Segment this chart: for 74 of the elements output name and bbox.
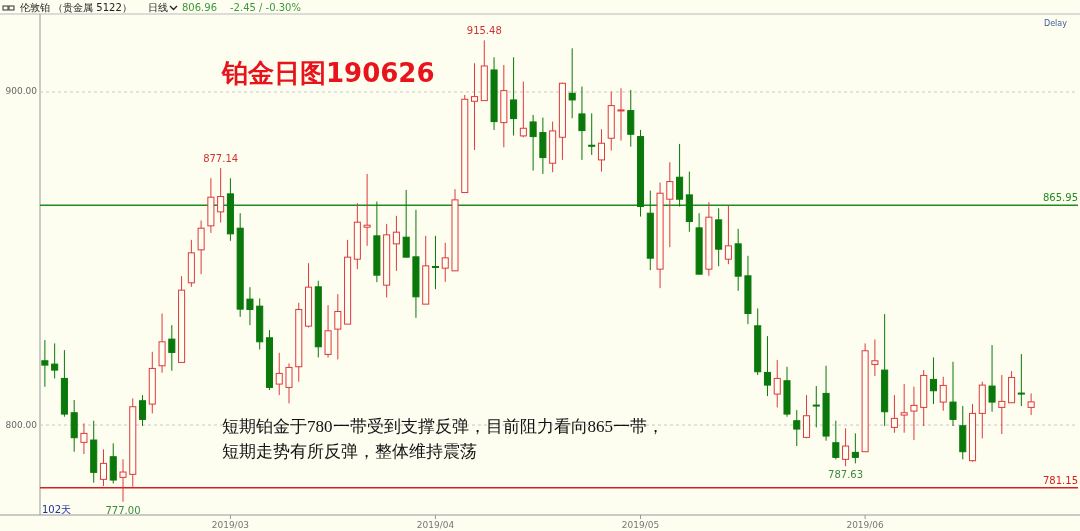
y-tick-label: 900.00	[5, 86, 38, 97]
candlestick	[832, 420, 840, 460]
candlestick	[285, 362, 293, 404]
candlestick	[597, 128, 605, 173]
candlestick	[900, 383, 908, 434]
x-tick-label: 2019/04	[416, 519, 455, 530]
annotation: 777.00	[105, 504, 141, 516]
candlestick	[441, 242, 449, 283]
candlestick	[519, 81, 527, 138]
candlestick	[324, 304, 332, 358]
candlestick	[99, 448, 107, 487]
candlestick	[812, 385, 820, 428]
candlestick	[402, 189, 410, 258]
text: Delay	[1044, 18, 1068, 28]
annotation: 短期铂金于780一带受到支撑反弹，目前阻力看向865一带，	[222, 416, 664, 436]
annotation: 短期走势有所反弹，整体维持震荡	[222, 441, 477, 461]
candlestick	[724, 205, 732, 265]
candlestick	[80, 422, 88, 455]
y-tick-label: 800.00	[5, 419, 38, 430]
annotation: 102天	[42, 504, 72, 515]
candlestick	[158, 312, 166, 374]
candlestick	[363, 173, 371, 247]
text: 日线	[148, 2, 168, 13]
candlestick	[392, 215, 400, 272]
candlestick	[929, 356, 937, 405]
ref-line-label: 865.95	[1043, 192, 1078, 204]
candlestick	[842, 427, 850, 467]
candlestick	[41, 339, 49, 388]
candlestick	[168, 324, 176, 372]
candlestick	[431, 235, 439, 290]
x-tick-label: 2019/06	[846, 519, 885, 530]
candlestick	[1017, 353, 1025, 407]
candlestick	[793, 409, 801, 447]
candlestick	[275, 352, 283, 396]
candlestick	[949, 361, 957, 427]
candlestick	[588, 112, 596, 156]
candlestick	[666, 161, 674, 248]
candlestick	[988, 344, 996, 413]
candlestick	[627, 89, 635, 148]
candlestick	[334, 293, 342, 360]
candlestick	[139, 394, 147, 427]
candlestick	[246, 286, 254, 326]
candlestick	[1027, 392, 1035, 416]
candlestick	[939, 376, 947, 412]
candlestick	[109, 442, 117, 484]
candlestick	[578, 86, 586, 161]
candlestick	[51, 342, 59, 379]
x-tick-label: 2019/03	[211, 519, 250, 530]
candlestick	[803, 394, 811, 439]
candlestick	[773, 359, 781, 408]
candlestick	[529, 114, 537, 172]
candlestick	[617, 87, 625, 142]
ref-line-label: 781.15	[1043, 474, 1078, 486]
candlestick	[871, 338, 879, 377]
candlestick	[910, 386, 918, 441]
candlestick	[568, 47, 576, 119]
annotation: 877.14	[203, 153, 239, 165]
candlestick	[510, 56, 518, 137]
candlestick	[890, 394, 898, 434]
candlestick	[851, 432, 859, 464]
annotation: 787.63	[828, 469, 864, 481]
candlestick	[119, 458, 127, 503]
x-tick-label: 2019/05	[621, 519, 660, 530]
chart-subtitle: 伦敦铂 （贵金属 5122）	[20, 2, 132, 13]
candlestick	[676, 143, 684, 208]
text: -2.45 / -0.30%	[230, 2, 301, 13]
annotation: 915.48	[466, 25, 502, 37]
candlestick	[763, 335, 771, 397]
candlestick	[471, 62, 479, 151]
text: 铂金日图190626	[221, 58, 435, 88]
candlestick	[998, 374, 1006, 435]
candlestick	[197, 220, 205, 275]
text: 806.96	[182, 2, 217, 13]
candlestick	[217, 167, 225, 224]
